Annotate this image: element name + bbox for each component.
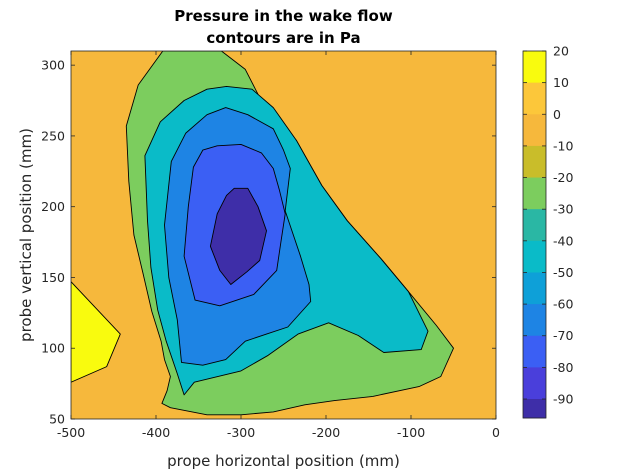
y-tick-label: 250	[41, 128, 65, 143]
chart-title-line-1: Pressure in the wake flow	[174, 7, 393, 25]
colorbar-band	[523, 51, 546, 84]
y-tick-label: 300	[41, 58, 65, 73]
x-tick-label: -300	[227, 425, 255, 440]
colorbar-tick-label: -50	[553, 265, 573, 280]
colorbar-ticks: 20 10 0 -10 -20 -30 -40 -50 -60 -70 -80 -90	[523, 44, 573, 407]
colorbar-tick-label: -90	[553, 392, 573, 407]
colorbar-band	[523, 272, 546, 305]
colorbar-band	[523, 82, 546, 115]
colorbar-tick-label: 0	[553, 107, 561, 122]
x-axis-ticks: -500 -400 -300 -200 -100 0	[57, 51, 500, 440]
y-tick-label: 200	[41, 199, 65, 214]
colorbar-band	[523, 240, 546, 273]
contour-region--90	[209, 187, 267, 285]
y-tick-label: 100	[41, 341, 65, 356]
colorbar-band	[523, 304, 546, 337]
colorbar-tick-label: -40	[553, 233, 573, 248]
x-tick-label: 0	[492, 425, 500, 440]
colorbar-band	[523, 177, 546, 210]
y-axis-ticks: 50 100 150 200 250 300	[41, 58, 496, 427]
colorbar-tick-label: -20	[553, 170, 573, 185]
colorbar-bands	[523, 51, 546, 419]
x-tick-label: -400	[142, 425, 170, 440]
colorbar-tick-label: 10	[553, 75, 569, 90]
contour-layer	[71, 51, 454, 416]
x-tick-label: -500	[57, 425, 85, 440]
colorbar-tick-label: -60	[553, 297, 573, 312]
x-tick-label: -200	[312, 425, 340, 440]
y-tick-label: 150	[41, 270, 65, 285]
colorbar-tick-label: -70	[553, 328, 573, 343]
colorbar-tick-label: -10	[553, 138, 573, 153]
colorbar-band	[523, 145, 546, 178]
x-axis-label: prope horizontal position (mm)	[167, 452, 400, 470]
colorbar-band	[523, 114, 546, 147]
chart-title-line-2: contours are in Pa	[206, 29, 360, 47]
colorbar: 20 10 0 -10 -20 -30 -40 -50 -60 -70 -80 -90	[522, 44, 573, 419]
plot-frame	[70, 50, 497, 420]
colorbar-tick-label: -80	[553, 360, 573, 375]
contour-region-10	[71, 281, 121, 383]
colorbar-band	[523, 209, 546, 242]
colorbar-band	[523, 335, 546, 368]
colorbar-frame	[522, 50, 547, 419]
colorbar-band	[523, 399, 546, 419]
colorbar-tick-label: 20	[553, 44, 569, 59]
colorbar-band	[523, 367, 546, 400]
x-tick-label: -100	[397, 425, 425, 440]
plot-area: -500 -400 -300 -200 -100 0 50 100 150 200 250 300	[41, 50, 500, 440]
colorbar-tick-label: -30	[553, 202, 573, 217]
y-axis-label: probe vertical position (mm)	[17, 128, 35, 342]
y-tick-label: 50	[49, 412, 65, 427]
